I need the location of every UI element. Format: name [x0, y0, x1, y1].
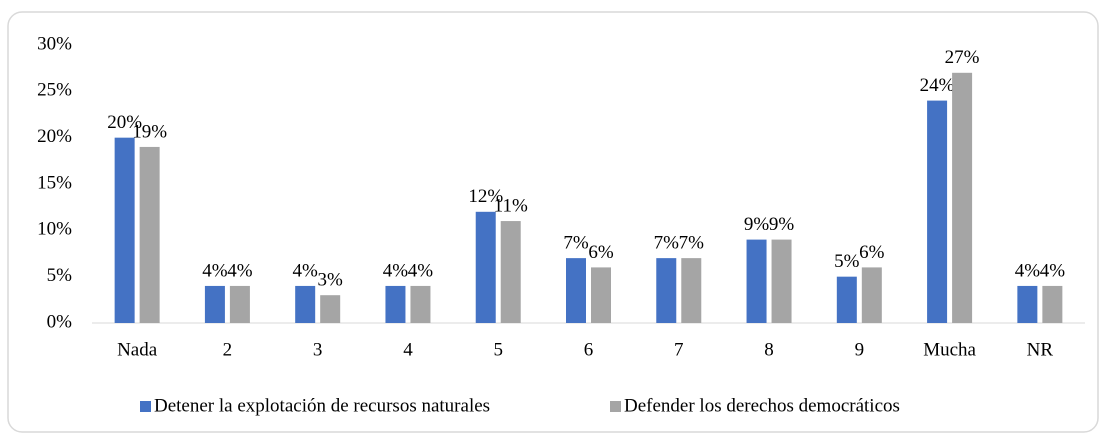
data-label: 9%: [769, 214, 795, 235]
data-label: 9%: [744, 214, 770, 235]
data-label: 7%: [679, 232, 705, 253]
bar: [385, 285, 406, 323]
bar: [1017, 285, 1038, 323]
bar: [229, 285, 250, 323]
bar: [410, 285, 431, 323]
bar: [746, 239, 767, 323]
x-tick-label: 2: [223, 339, 233, 360]
chart-frame: [7, 11, 1099, 433]
y-tick-label: 10%: [37, 219, 72, 240]
bar: [475, 211, 496, 323]
data-label: 4%: [1040, 260, 1066, 281]
bar: [861, 267, 882, 323]
bar: [952, 72, 973, 323]
data-label: 4%: [202, 260, 228, 281]
bar: [500, 221, 521, 323]
x-tick-label: 4: [403, 339, 413, 360]
data-label: 6%: [859, 242, 885, 263]
bar: [927, 100, 948, 323]
y-tick-label: 15%: [37, 172, 72, 193]
bar: [114, 137, 135, 323]
data-label: 5%: [834, 251, 860, 272]
y-tick-label: 20%: [37, 126, 72, 147]
data-label: 27%: [945, 47, 980, 68]
data-label: 7%: [563, 232, 589, 253]
data-label: 4%: [1015, 260, 1041, 281]
bar: [681, 258, 702, 323]
legend-swatch: [610, 401, 621, 412]
y-tick-label: 30%: [37, 33, 72, 54]
bar: [656, 258, 677, 323]
x-tick-label: 7: [674, 339, 684, 360]
bar: [566, 258, 586, 323]
x-tick-label: 9: [855, 339, 865, 360]
data-label: 4%: [383, 260, 409, 281]
data-label: 24%: [920, 75, 955, 96]
data-label: 4%: [293, 260, 319, 281]
legend-label: Detener la explotación de recursos natur…: [154, 395, 490, 416]
x-tick-label: Nada: [117, 339, 158, 360]
x-tick-label: 6: [584, 339, 594, 360]
data-label: 12%: [468, 186, 503, 207]
bar: [320, 295, 341, 323]
bar: [836, 276, 857, 323]
data-label: 6%: [588, 242, 614, 263]
bar: [591, 267, 611, 323]
data-label: 20%: [107, 112, 142, 133]
legend-swatch: [140, 401, 151, 412]
bar: [295, 285, 316, 323]
x-tick-label: NR: [1027, 339, 1054, 360]
bar: [771, 239, 792, 323]
y-tick-label: 25%: [37, 80, 72, 101]
bar: [1042, 285, 1063, 323]
data-label: 4%: [408, 260, 434, 281]
y-tick-label: 5%: [47, 265, 73, 286]
x-tick-label: Mucha: [923, 339, 976, 360]
data-label: 4%: [227, 260, 253, 281]
data-label: 3%: [318, 270, 344, 291]
x-tick-label: 8: [764, 339, 774, 360]
legend-label: Defender los derechos democráticos: [624, 395, 900, 416]
bar: [139, 146, 160, 323]
x-tick-label: 3: [313, 339, 323, 360]
data-label: 7%: [654, 232, 680, 253]
data-label: 11%: [494, 195, 528, 216]
y-tick-label: 0%: [47, 311, 73, 332]
x-tick-label: 5: [493, 339, 503, 360]
data-label: 19%: [132, 121, 167, 142]
bar: [204, 285, 225, 323]
